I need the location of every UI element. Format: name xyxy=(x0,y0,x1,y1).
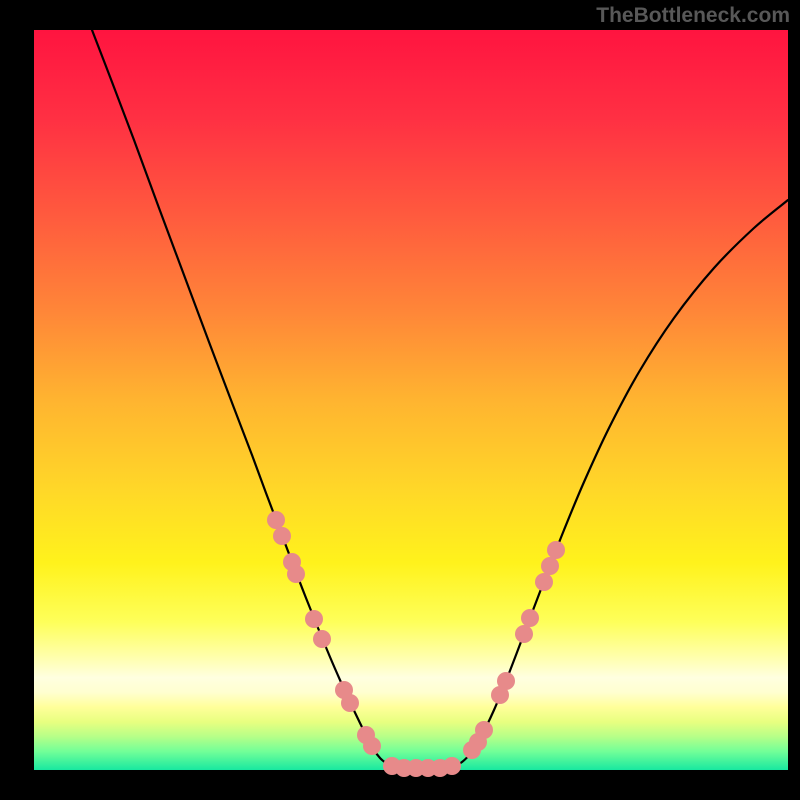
data-marker xyxy=(497,672,515,690)
data-marker xyxy=(267,511,285,529)
data-marker xyxy=(547,541,565,559)
data-marker xyxy=(541,557,559,575)
outer-frame: TheBottleneck.com xyxy=(0,0,800,800)
data-marker xyxy=(305,610,323,628)
data-marker xyxy=(515,625,533,643)
data-marker xyxy=(287,565,305,583)
data-marker xyxy=(341,694,359,712)
data-marker xyxy=(535,573,553,591)
plot-background xyxy=(34,30,788,770)
data-marker xyxy=(363,737,381,755)
data-marker xyxy=(443,757,461,775)
data-marker xyxy=(273,527,291,545)
data-marker xyxy=(313,630,331,648)
data-marker xyxy=(475,721,493,739)
data-marker xyxy=(521,609,539,627)
bottleneck-chart xyxy=(0,0,800,800)
